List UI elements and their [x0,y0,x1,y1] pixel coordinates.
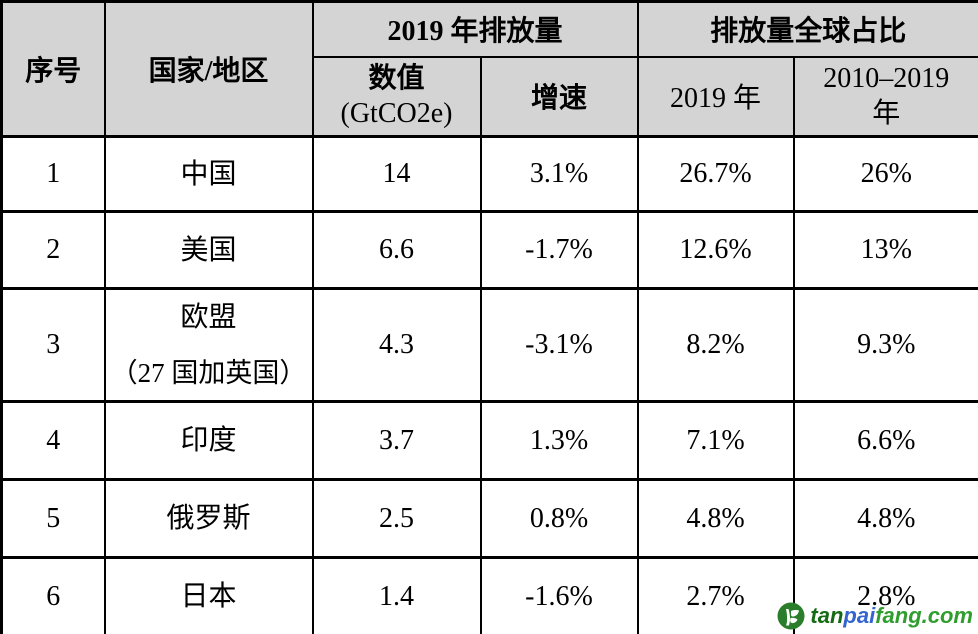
cell-value: 14 [311,135,482,213]
cell-index: 5 [0,478,106,559]
cell-share-decade: 26% [792,135,978,213]
cell-share-decade: 9.3% [792,287,978,403]
cell-value: 4.3 [311,287,482,403]
country-name: 美国 [180,234,237,266]
cell-share-2019: 12.6% [636,210,795,290]
cell-value: 3.7 [311,400,482,481]
cell-share-decade: 4.8% [792,478,978,559]
cell-value: 1.4 [311,556,482,634]
table-body: 1 中国 14 3.1% 26.7% 26% 2 美国 6.6 -1.7% 12… [0,135,978,634]
cell-share-2019: 8.2% [636,287,795,403]
table-row: 6 日本 1.4 -1.6% 2.7% 2.8% [0,556,978,634]
cell-country: 俄罗斯 [103,478,314,559]
cell-index: 1 [0,135,106,213]
cell-index: 2 [0,210,106,290]
header-value-label: 数值 [368,63,425,95]
cell-value: 2.5 [311,478,482,559]
cell-country: 印度 [103,400,314,481]
country-note: （27 国加英国） [110,357,307,388]
watermark-text-fang: fang.com [875,603,973,628]
cell-index: 4 [0,400,106,481]
watermark-text-pai: pai [843,603,876,628]
cell-share-2019: 4.8% [636,478,795,559]
cell-share-2019: 26.7% [636,135,795,213]
table-row: 4 印度 3.7 1.3% 7.1% 6.6% [0,400,978,481]
header-group-global-share: 排放量全球占比 [636,0,978,58]
header-share-decade-year: 年 [872,98,901,130]
cell-growth: 1.3% [479,400,639,481]
country-name: 欧盟 [180,301,237,333]
country-name: 俄罗斯 [166,503,251,534]
cell-country: 欧盟 （27 国加英国） [103,287,314,403]
cell-growth: 3.1% [479,135,639,213]
country-name: 日本 [180,581,237,612]
header-group-2019-emissions: 2019 年排放量 [311,0,639,58]
header-index: 序号 [0,0,106,138]
cell-country: 日本 [103,556,314,634]
header-value-unit: (GtCO2e) [340,98,453,130]
table-header: 序号 国家/地区 2019 年排放量 排放量全球占比 数值 (GtCO2e) 增… [0,0,978,138]
cell-value: 6.6 [311,210,482,290]
table-row: 3 欧盟 （27 国加英国） 4.3 -3.1% 8.2% 9.3% [0,287,978,403]
cell-country: 中国 [103,135,314,213]
cell-growth: -1.7% [479,210,639,290]
header-share-decade: 2010–2019 年 [792,55,978,138]
cell-index: 6 [0,556,106,634]
country-name: 印度 [180,425,237,456]
header-growth: 增速 [479,55,639,138]
cell-index: 3 [0,287,106,403]
cell-share-decade: 2.8% [792,556,978,634]
cell-growth: -1.6% [479,556,639,634]
table-row: 1 中国 14 3.1% 26.7% 26% [0,135,978,213]
table-row: 5 俄罗斯 2.5 0.8% 4.8% 4.8% [0,478,978,559]
table-row: 2 美国 6.6 -1.7% 12.6% 13% [0,210,978,290]
watermark: tanpaifang.com [777,602,973,630]
cell-country: 美国 [103,210,314,290]
cell-growth: -3.1% [479,287,639,403]
country-name: 中国 [180,158,237,190]
cell-share-2019: 2.7% [636,556,795,634]
tanpaifang-logo-icon [777,602,805,630]
header-country: 国家/地区 [103,0,314,138]
watermark-text: tanpaifang.com [810,605,973,627]
cell-share-decade: 13% [792,210,978,290]
cell-share-decade: 6.6% [792,400,978,481]
cell-growth: 0.8% [479,478,639,559]
header-value: 数值 (GtCO2e) [311,55,482,138]
header-share-decade-range: 2010–2019 [823,63,950,95]
watermark-text-tan: tan [810,603,844,628]
header-share-2019: 2019 年 [636,55,795,138]
cell-share-2019: 7.1% [636,400,795,481]
